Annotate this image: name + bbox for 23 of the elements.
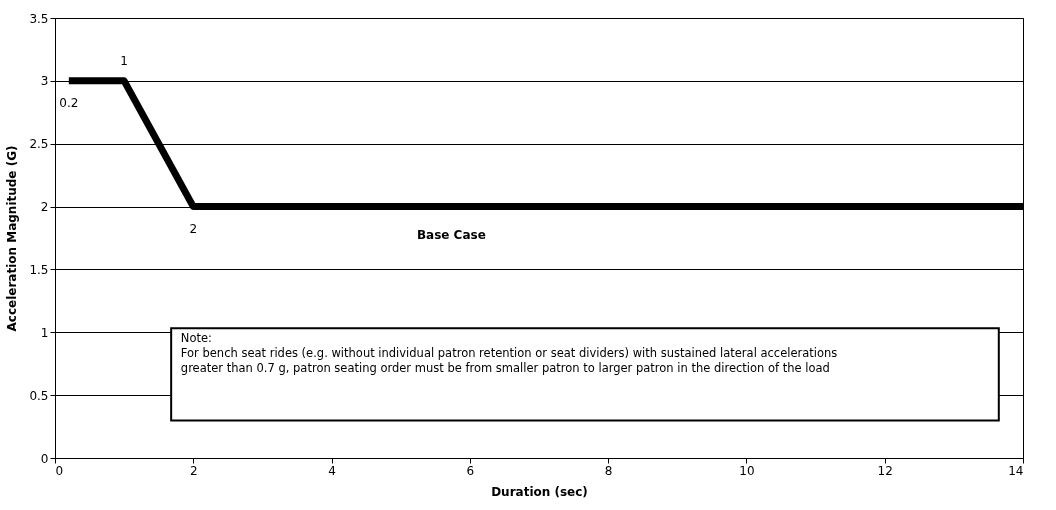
- y-tick-label: 3.5: [29, 11, 49, 26]
- annotation: Note: For bench seat rides (e.g. without individual patron retention or seat dividers) with sustained lateral accelerations greater than 0.7 g, patron seating order must be from smaller patron to larger patron in the direction of the load: [180, 330, 838, 375]
- y-tick-label: 0: [40, 451, 49, 466]
- y-tick-label: 2.5: [29, 137, 49, 152]
- x-tick-label: 0: [55, 463, 64, 478]
- x-tick-label: 2: [189, 463, 198, 478]
- annotation: 0.2: [59, 95, 79, 110]
- annotation: 1: [120, 53, 128, 68]
- y-tick-label: 0.5: [29, 388, 49, 403]
- x-tick-label: 4: [328, 463, 336, 478]
- x-tick-label: 12: [877, 463, 893, 478]
- annotation: 2: [189, 221, 198, 236]
- x-tick-label: 14: [1008, 463, 1024, 478]
- x-tick-label: 10: [739, 463, 755, 478]
- annotation: Base Case: [416, 227, 486, 242]
- x-tick-label: 8: [604, 463, 613, 478]
- y-tick-label: 1: [40, 325, 49, 340]
- y-tick-label: 2: [40, 200, 49, 215]
- y-tick-label: 1.5: [29, 262, 49, 277]
- x-axis-title: Duration (sec): [491, 484, 588, 499]
- y-axis-title: Acceleration Magnitude (G): [5, 145, 20, 332]
- y-tick-label: 3: [40, 74, 49, 89]
- x-tick-label: 6: [466, 463, 475, 478]
